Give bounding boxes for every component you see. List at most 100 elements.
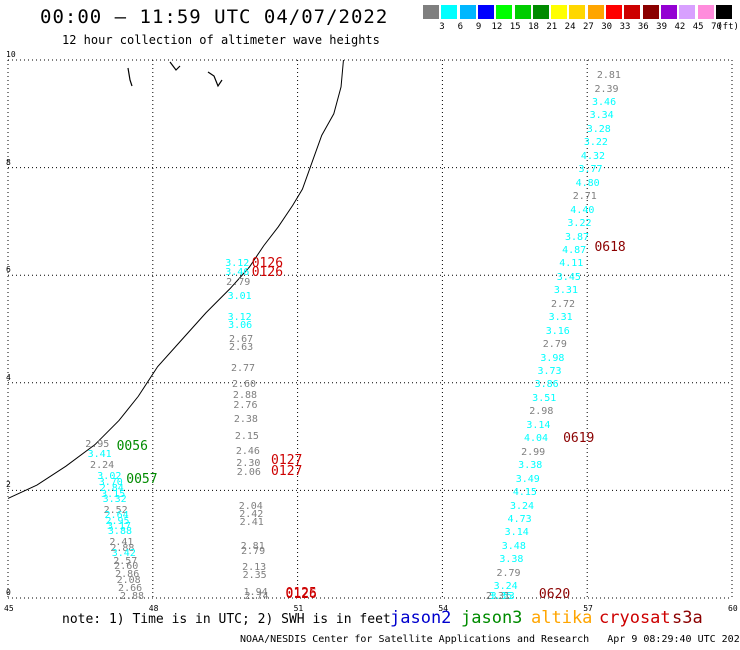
wave-height-label: 4.80 xyxy=(575,177,600,189)
wave-height-label: 2.42 xyxy=(239,508,264,520)
x-tick-label: 48 xyxy=(148,604,159,613)
wave-height-label: 3.41 xyxy=(87,449,112,461)
wave-height-label: 3.38 xyxy=(518,460,543,472)
satellite-legend-item: altika xyxy=(531,608,593,628)
wave-height-label: 4.32 xyxy=(580,150,606,162)
x-tick-label: 57 xyxy=(583,604,593,613)
scale-swatch xyxy=(423,5,439,19)
pass-time-label: 0127 xyxy=(271,452,303,468)
wave-height-label: 3.45 xyxy=(556,271,581,283)
wave-height-label: 3.31 xyxy=(548,312,573,324)
scale-swatch xyxy=(569,5,586,19)
scale-swatch xyxy=(715,5,732,19)
wave-height-label: 3.46 xyxy=(225,266,250,278)
wave-height-label: 3.53 xyxy=(490,591,515,602)
wave-height-label: 2.76 xyxy=(233,399,258,411)
scale-swatch xyxy=(551,5,568,19)
wave-height-label: 2.81 xyxy=(596,70,621,82)
wave-height-label: 3.14 xyxy=(504,527,529,539)
wave-height-label: 3.17 xyxy=(106,520,132,532)
wave-height-label: 2.39 xyxy=(594,83,619,95)
wave-height-label: 2.71 xyxy=(572,191,597,203)
pass-time-label: 0126 xyxy=(285,587,317,602)
wave-height-label: 2.13 xyxy=(242,562,267,574)
wave-height-label: 2.72 xyxy=(551,298,576,310)
wave-height-label: 2.98 xyxy=(529,406,554,418)
pass-time-label: 0619 xyxy=(563,431,595,447)
wave-height-label: 3.46 xyxy=(592,97,617,109)
scale-swatch xyxy=(660,5,677,19)
wave-height-label: 2.04 xyxy=(238,500,263,512)
y-tick-label: 2 xyxy=(6,480,11,490)
satellite-legend-item: s3a xyxy=(672,608,703,628)
scale-swatch xyxy=(624,5,641,19)
wave-height-label: 2.95 xyxy=(105,515,130,527)
wave-height-label: 2.99 xyxy=(521,446,546,458)
credit-footer: NOAA/NESDIS Center for Satellite Applica… xyxy=(240,634,740,645)
wave-height-label: 2.35 xyxy=(242,570,267,582)
wave-height-label: 2.79 xyxy=(226,277,251,289)
scale-swatch xyxy=(642,5,659,19)
wave-height-label: 2.41 xyxy=(109,537,134,549)
wave-height-label: 4.73 xyxy=(507,513,532,525)
wave-height-label: 2.95 xyxy=(85,438,110,450)
pass-time-label: 0127 xyxy=(271,463,303,479)
x-tick-label: 51 xyxy=(293,604,304,613)
pass-time-label: 0620 xyxy=(538,587,571,602)
wave-height-label: 4.04 xyxy=(523,433,549,445)
credit-text: NOAA/NESDIS Center for Satellite Applica… xyxy=(240,634,590,645)
scale-swatch xyxy=(587,5,604,19)
wave-height-label: 3.01 xyxy=(227,290,252,302)
y-tick-label: 4 xyxy=(6,372,11,382)
page-subtitle: 12 hour collection of altimeter wave hei… xyxy=(62,33,380,47)
wave-height-label: 3.38 xyxy=(499,554,524,566)
scale-swatch xyxy=(514,5,531,19)
page-title: 00:00 – 11:59 UTC 04/07/2022 xyxy=(40,6,389,28)
wave-height-label: 3.87 xyxy=(564,231,590,243)
wave-height-label: 2.31 xyxy=(485,591,510,602)
wave-height-label: 1.94 xyxy=(243,586,268,598)
y-tick-label: 6 xyxy=(6,265,11,275)
wave-height-label: 2.15 xyxy=(234,430,259,442)
pass-time-label: 0126 xyxy=(251,264,284,280)
satellite-legend-item: jason3 xyxy=(461,608,523,628)
pass-time-label: 0057 xyxy=(126,471,158,487)
scale-swatch xyxy=(532,5,549,19)
wave-height-label: 3.49 xyxy=(515,473,540,485)
wave-height-label: 3.48 xyxy=(501,540,526,552)
scale-swatch xyxy=(496,5,513,19)
y-tick-label: 0 xyxy=(6,588,11,597)
scale-swatch xyxy=(679,5,696,19)
wave-height-label: 2.88 xyxy=(110,542,135,554)
wave-height-label: 4.15 xyxy=(512,487,537,499)
pass-time-label: 0125 xyxy=(285,586,317,602)
wave-height-label: 2.08 xyxy=(116,574,141,586)
wave-height-label: 3.02 xyxy=(97,470,122,482)
wave-height-label: 2.64 xyxy=(104,510,129,522)
wave-height-label: 2.24 xyxy=(90,460,115,472)
wave-height-label: 4.87 xyxy=(562,244,587,256)
wave-height-label: 3.34 xyxy=(589,110,614,122)
wave-height-label: 2.67 xyxy=(229,333,254,345)
scale-label: 21 xyxy=(546,22,558,32)
wave-height-label: 3.06 xyxy=(228,320,253,332)
y-tick-label: 8 xyxy=(6,157,11,167)
wave-height-label: 2.46 xyxy=(235,445,260,457)
wave-height-label: 2.88 xyxy=(232,390,258,402)
x-tick-label: 60 xyxy=(728,604,738,613)
wave-height-label: 3.35 xyxy=(488,591,513,602)
wave-height-label: 4.11 xyxy=(559,258,584,270)
wave-height-label: 3.73 xyxy=(537,366,562,378)
wave-height-label: 2.79 xyxy=(542,339,567,351)
scale-unit-label: (ft) xyxy=(717,22,739,32)
scale-label: 9 xyxy=(475,22,482,32)
wave-height-label: 3.22 xyxy=(583,137,608,149)
scale-swatch xyxy=(477,5,494,19)
y-tick-label: 10 xyxy=(6,50,16,59)
scale-swatch xyxy=(697,5,714,19)
wave-height-label: 3.86 xyxy=(534,379,559,391)
wave-height-label: 3.70 xyxy=(98,477,123,489)
wave-height-label: 2.77 xyxy=(230,363,256,375)
scale-swatch xyxy=(441,5,458,19)
scale-label: 70 xyxy=(711,22,722,32)
